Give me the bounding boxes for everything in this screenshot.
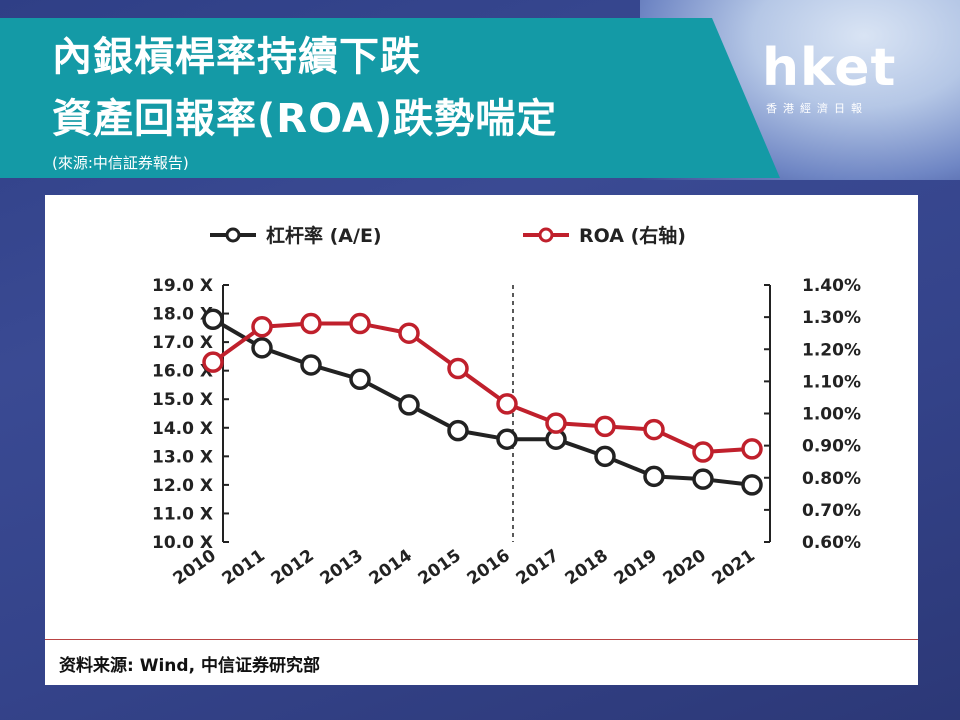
series-line-1 [211, 321, 753, 455]
right-tick-label: 1.10% [802, 372, 861, 392]
series-point-1 [447, 357, 469, 380]
x-tick-label: 2014 [366, 546, 416, 590]
hket-logo: hket 香港經濟日報 [762, 38, 922, 118]
title-banner [0, 18, 780, 178]
chart-card: 19.0 X 18.0 X 17.0 X 16.0 X 15.0 X 14.0 X 13.0… [45, 195, 918, 685]
right-tick-label: 0.60% [802, 533, 861, 553]
legend-label: ROA (右轴) [579, 224, 686, 247]
legend-swatch-marker [225, 227, 241, 243]
source-subtitle: (來源:中信証券報告) [52, 154, 189, 172]
series-point-0 [741, 474, 763, 496]
series-point-1 [692, 441, 714, 463]
series-point-1 [594, 415, 616, 438]
x-tick-label: 2018 [562, 546, 612, 590]
right-tick-label: 1.40% [802, 276, 861, 296]
series-point-0 [643, 465, 665, 488]
legend-swatch-marker [538, 227, 554, 243]
left-tick-label: 17.0 X [152, 333, 213, 353]
left-tick-label: 11.0 X [152, 504, 213, 524]
series-point-1 [545, 412, 567, 434]
x-tick-label: 2013 [317, 546, 367, 590]
left-tick-label: 13.0 X [152, 447, 213, 467]
left-tick-label: 19.0 X [152, 276, 213, 296]
source-divider [45, 639, 918, 640]
right-tick-label: 1.00% [802, 405, 861, 425]
series-point-1 [202, 351, 224, 373]
series-point-1 [251, 316, 273, 338]
page-title-line-1: 內銀槓桿率持續下跌 [52, 34, 421, 80]
series-point-0 [447, 419, 469, 442]
page-title-line-2: 資產回報率(ROA)跌勢喘定 [52, 96, 558, 142]
logo-subtitle: 香港經濟日報 [766, 102, 868, 115]
left-tick-label: 15.0 X [152, 390, 213, 410]
right-tick-label: 0.90% [802, 437, 861, 457]
logo-wordmark: hket [762, 38, 897, 98]
series-point-1 [643, 418, 665, 441]
left-tick-label: 16.0 X [152, 362, 213, 382]
line-chart: 19.0 X 18.0 X 17.0 X 16.0 X 15.0 X 14.0 X 13.0… [152, 224, 861, 590]
right-tick-label: 0.80% [802, 469, 861, 489]
series-point-1 [741, 438, 763, 460]
x-tick-label: 2012 [268, 546, 318, 590]
series-point-1 [496, 393, 518, 415]
chart-source-note: 资料来源: Wind, 中信证券研究部 [59, 656, 320, 676]
left-tick-label: 10.0 X [152, 533, 213, 553]
x-tick-label: 2019 [611, 546, 661, 590]
series-point-1 [300, 312, 322, 335]
series-point-0 [496, 428, 518, 450]
right-tick-label: 1.20% [802, 340, 861, 360]
series-point-1 [349, 312, 371, 335]
series-point-1 [398, 322, 420, 344]
x-tick-label: 2017 [513, 546, 563, 590]
left-tick-label: 18.0 X [152, 305, 213, 325]
x-tick-label: 2011 [219, 546, 269, 590]
series-point-0 [692, 468, 714, 490]
left-tick-label: 12.0 X [152, 476, 213, 496]
series-point-0 [202, 308, 224, 331]
series-line-0 [211, 317, 753, 487]
series-point-0 [300, 354, 322, 376]
series-point-0 [594, 445, 616, 468]
x-tick-label: 2021 [709, 546, 759, 590]
legend-label: 杠杆率 (A/E) [266, 224, 382, 247]
series-point-0 [349, 368, 371, 390]
x-tick-label: 2015 [415, 546, 465, 590]
left-tick-label: 14.0 X [152, 419, 213, 439]
right-tick-label: 1.30% [802, 308, 861, 328]
series-point-0 [398, 394, 420, 416]
right-tick-label: 0.70% [802, 501, 861, 521]
x-tick-label: 2016 [464, 546, 514, 590]
series-point-0 [251, 337, 273, 359]
x-tick-label: 2020 [660, 546, 710, 590]
